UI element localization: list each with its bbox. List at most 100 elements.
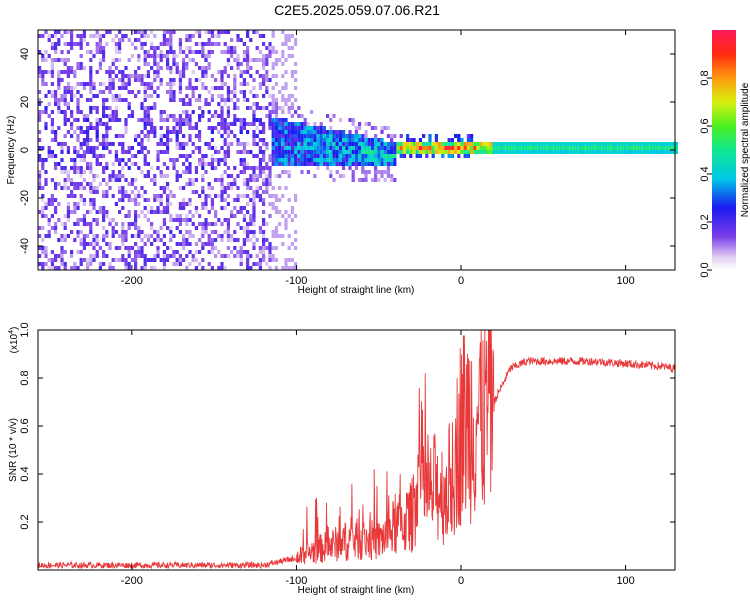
spectrogram-cell — [223, 142, 227, 146]
spectrogram-cell — [102, 262, 106, 266]
spectrogram-cell — [140, 246, 144, 250]
spectrogram-cell — [73, 70, 77, 74]
spectrogram-cell — [50, 34, 54, 38]
spectrogram-cell — [252, 170, 256, 174]
spectrogram-cell — [358, 162, 362, 166]
spectrogram-cell — [47, 146, 51, 150]
spectrogram-cell — [281, 118, 285, 122]
spectrogram-cell — [207, 182, 211, 186]
spectrogram-cell — [156, 158, 160, 162]
spectrogram-cell — [351, 174, 355, 178]
spectrogram-cell — [89, 150, 93, 154]
spectrogram-cell — [108, 74, 112, 78]
spectrogram-cell — [79, 198, 83, 202]
spectrogram-cell — [329, 158, 333, 162]
spectrogram-cell — [188, 78, 192, 82]
spectrogram-cell — [284, 126, 288, 130]
spectrogram-cell — [169, 38, 173, 42]
spectrogram-cell — [630, 146, 634, 150]
spectrogram-cell — [54, 58, 58, 62]
spectrogram-cell — [399, 146, 403, 150]
spectrogram-cell — [54, 98, 58, 102]
spectrogram-cell — [162, 218, 166, 222]
spectrogram-cell — [118, 258, 122, 262]
spectrogram-cell — [214, 222, 218, 226]
spectrogram-cell — [89, 210, 93, 214]
spectrogram-cell — [233, 102, 237, 106]
spectrogram-cell — [50, 202, 54, 206]
spectrogram-cell — [319, 162, 323, 166]
spectrogram-cell — [175, 170, 179, 174]
spectrogram-cell — [271, 158, 275, 162]
spectrogram-cell — [121, 174, 125, 178]
spectrogram-cell — [393, 142, 397, 146]
spectrogram-cell — [178, 46, 182, 50]
spectrogram-cell — [127, 78, 131, 82]
spectrogram-cell — [185, 110, 189, 114]
spectrogram-cell — [63, 102, 67, 106]
spectrogram-cell — [210, 242, 214, 246]
spectrogram-cell — [175, 242, 179, 246]
spectrogram-cell — [306, 122, 310, 126]
spectrogram-cell — [274, 102, 278, 106]
spectrogram-cell — [178, 214, 182, 218]
spectrogram-cell — [674, 150, 678, 154]
spectrogram-cell — [540, 142, 544, 146]
spectrogram-cell — [463, 142, 467, 146]
spectrogram-cell — [114, 114, 118, 118]
spectrogram-cell — [159, 110, 163, 114]
spectrogram-cell — [252, 222, 256, 226]
spectrogram-cell — [393, 158, 397, 162]
spectrogram-cell — [242, 194, 246, 198]
spectrogram-cell — [178, 206, 182, 210]
spectrogram-cell — [63, 42, 67, 46]
spectrogram-cell — [274, 58, 278, 62]
spectrogram-cell — [207, 242, 211, 246]
spectrogram-cell — [242, 118, 246, 122]
spectrogram-cell — [121, 142, 125, 146]
spectrogram-cell — [70, 38, 74, 42]
spectrogram-cell — [351, 138, 355, 142]
spectrogram-cell — [76, 234, 80, 238]
spectrogram-cell — [262, 242, 266, 246]
spectrogram-cell — [214, 230, 218, 234]
spectrogram-cell — [278, 210, 282, 214]
spectrogram-cell — [242, 126, 246, 130]
spectrogram-cell — [262, 62, 266, 66]
spectrogram-cell — [111, 82, 115, 86]
spectrogram-cell — [108, 106, 112, 110]
spectrogram-cell — [294, 194, 298, 198]
spectrogram-cell — [178, 98, 182, 102]
spectrogram-cell — [530, 146, 534, 150]
spectrogram-cell — [130, 54, 134, 58]
spectrogram-cell — [255, 102, 259, 106]
spectrogram-cell — [258, 230, 262, 234]
spectrogram-cell — [591, 146, 595, 150]
spectrogram-cell — [233, 114, 237, 118]
spectrogram-cell — [268, 54, 272, 58]
spectrogram-cell — [306, 150, 310, 154]
spectrogram-cell — [239, 122, 243, 126]
spectrogram-cell — [175, 62, 179, 66]
spectrogram-cell — [242, 82, 246, 86]
snr-frame — [37, 329, 676, 571]
spectrogram-cell — [271, 194, 275, 198]
spectrogram-cell — [172, 50, 176, 54]
spectrogram-cell — [92, 186, 96, 190]
spectrogram-cell — [54, 210, 58, 214]
spectrogram-cell — [60, 234, 64, 238]
spectrogram-cell — [156, 94, 160, 98]
spectrogram-cell — [124, 150, 128, 154]
spectrogram-cell — [271, 118, 275, 122]
spectrogram-cell — [63, 86, 67, 90]
spectrogram-cell — [252, 206, 256, 210]
spectrogram-cell — [44, 82, 48, 86]
spectrogram-cell — [249, 218, 253, 222]
spectrogram-cell — [226, 202, 230, 206]
spectrogram-cell — [217, 34, 221, 38]
spectrogram-cell — [390, 162, 394, 166]
spectrogram-cell — [294, 154, 298, 158]
spectrogram-cell — [137, 150, 141, 154]
spectrogram-cell — [290, 94, 294, 98]
spectrogram-cell — [201, 162, 205, 166]
